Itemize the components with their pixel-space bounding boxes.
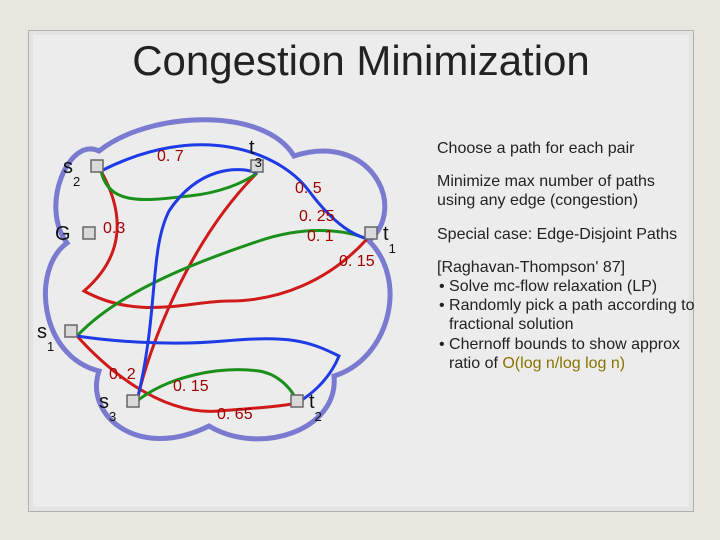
node-label-G: G [55,223,71,245]
node-s2 [91,160,103,172]
graph-area: s2Gt3t1s1s3t2 0. 70.30. 50. 250. 10. 150… [49,111,409,471]
desc-ref-block: [Raghavan-Thompson' 87] • Solve mc-flow … [437,258,709,373]
bigO-term: O(log n/log log n) [502,355,625,372]
weight-3: 0. 25 [299,208,335,225]
node-s3 [127,395,139,407]
weight-5: 0. 15 [339,253,375,270]
desc-choose-path: Choose a path for each pair [437,139,709,158]
graph-svg: s2Gt3t1s1s3t2 0. 70.30. 50. 250. 10. 150… [49,111,409,471]
node-G [83,227,95,239]
weight-6: 0. 2 [109,366,136,383]
slide-title: Congestion Minimization [29,37,693,85]
node-s1 [65,325,77,337]
weight-8: 0. 65 [217,406,253,423]
desc-minimize-a: Minimize max number of paths [437,173,655,190]
slide-frame: Congestion Minimization s2Gt3t1s1s3t2 0.… [28,30,694,512]
desc-minimize-b: using any edge (congestion) [437,192,638,209]
bullet-lp: • Solve mc-flow relaxation (LP) [437,277,709,296]
desc-minimize: Minimize max number of paths using any e… [437,172,709,210]
text-column: Choose a path for each pair Minimize max… [437,139,709,387]
weight-7: 0. 15 [173,378,209,395]
citation: [Raghavan-Thompson' 87] [437,258,709,277]
node-t2 [291,395,303,407]
bullet-chernoff: • Chernoff bounds to show approx ratio o… [437,335,709,373]
node-t1 [365,227,377,239]
weight-0: 0. 7 [157,148,184,165]
weight-2: 0. 5 [295,180,322,197]
weight-4: 0. 1 [307,228,334,245]
weight-1: 0.3 [103,220,125,237]
desc-special-case: Special case: Edge-Disjoint Paths [437,225,709,244]
bullet-random: • Randomly pick a path according to frac… [437,296,709,334]
node-label-t1: t1 [383,223,396,256]
